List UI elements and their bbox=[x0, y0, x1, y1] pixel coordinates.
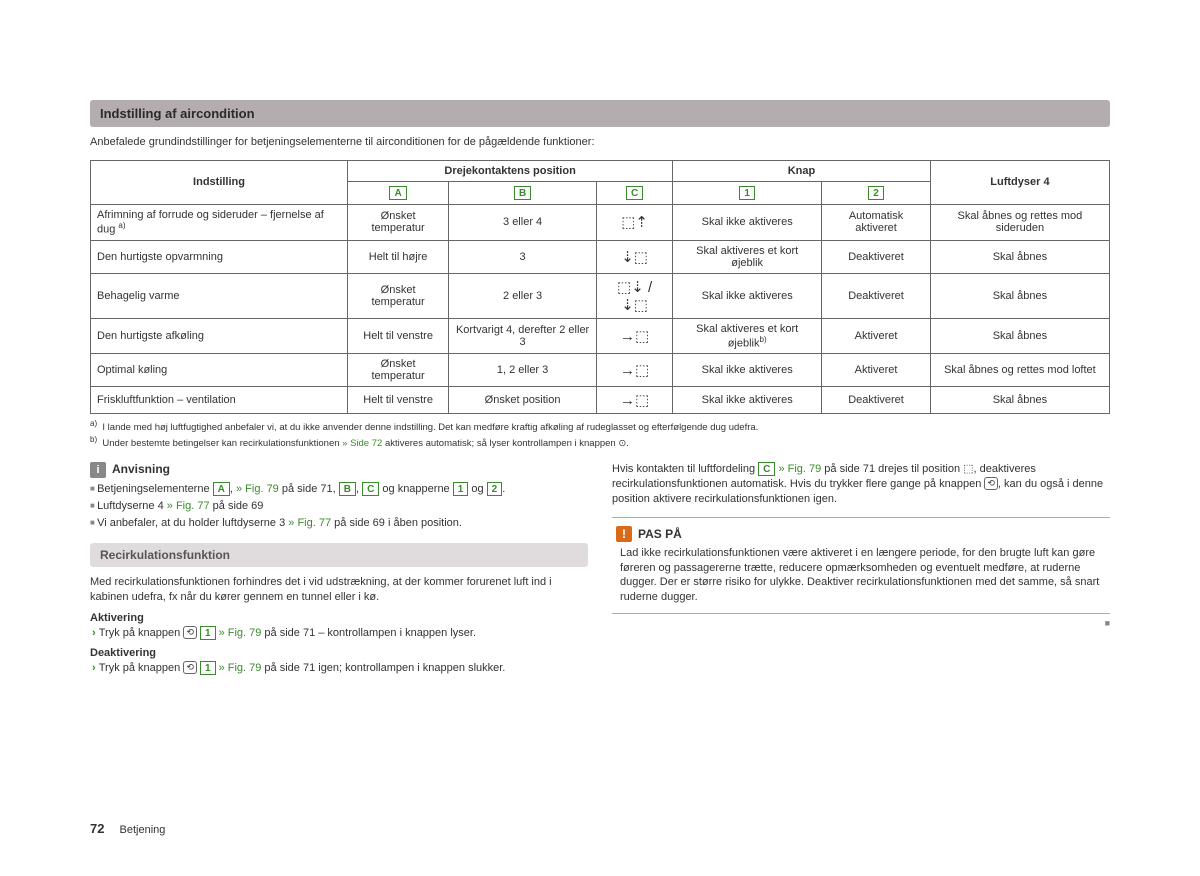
link-fig77-a[interactable]: » Fig. 77 bbox=[167, 500, 210, 512]
ac-settings-table: Indstilling Drejekontaktens position Kna… bbox=[90, 160, 1110, 414]
th-1: 1 bbox=[673, 181, 822, 204]
th-A: A bbox=[348, 181, 449, 204]
link-fig77-b[interactable]: » Fig. 77 bbox=[288, 517, 331, 529]
table-row: Friskluftfunktion – ventilationHelt til … bbox=[91, 387, 1110, 414]
anvisning-title: iAnvisning bbox=[90, 462, 588, 478]
table-row: Optimal kølingØnsket temperatur1, 2 elle… bbox=[91, 354, 1110, 387]
activation-label: Aktivering bbox=[90, 612, 588, 624]
right-column: Hvis kontakten til luftfordeling C » Fig… bbox=[612, 462, 1110, 682]
th-B: B bbox=[449, 181, 597, 204]
link-fig79-c[interactable]: » Fig. 79 bbox=[219, 662, 262, 674]
table-row: Afrimning af forrude og sideruder – fjer… bbox=[91, 204, 1110, 240]
link-side72[interactable]: » Side 72 bbox=[342, 438, 382, 449]
warning-body: Lad ikke recirkulationsfunktionen være a… bbox=[616, 546, 1106, 605]
th-vents: Luftdyser 4 bbox=[930, 160, 1109, 204]
th-dial: Drejekontaktens position bbox=[348, 160, 673, 181]
warning-box: ! PAS PÅ Lad ikke recirkulationsfunktione… bbox=[612, 517, 1110, 614]
deactivation-step: Tryk på knappen ⟲ 1 » Fig. 79 på side 71… bbox=[90, 661, 588, 676]
page-number: 72 bbox=[90, 821, 104, 836]
right-paragraph: Hvis kontakten til luftfordeling C » Fig… bbox=[612, 462, 1110, 507]
th-C: C bbox=[597, 181, 673, 204]
footnotes: a) I lande med høj luftfugtighed anbefal… bbox=[90, 419, 1110, 450]
table-row: Behagelig varmeØnsket temperatur2 eller … bbox=[91, 273, 1110, 318]
th-2: 2 bbox=[822, 181, 931, 204]
th-button: Knap bbox=[673, 160, 931, 181]
chapter-name: Betjening bbox=[120, 824, 166, 836]
recirc-button-icon: ⟲ bbox=[183, 626, 197, 639]
link-fig79-d[interactable]: » Fig. 79 bbox=[778, 463, 821, 475]
page-footer: 72 Betjening bbox=[90, 821, 165, 836]
recirc-button-icon: ⟲ bbox=[984, 477, 998, 490]
th-setting: Indstilling bbox=[91, 160, 348, 204]
activation-step: Tryk på knappen ⟲ 1 » Fig. 79 på side 71… bbox=[90, 626, 588, 641]
table-row: Den hurtigste afkølingHelt til venstreKo… bbox=[91, 318, 1110, 354]
link-fig79-b[interactable]: » Fig. 79 bbox=[219, 627, 262, 639]
end-marker: ■ bbox=[1105, 618, 1110, 628]
warning-title: PAS PÅ bbox=[638, 527, 682, 541]
table-row: Den hurtigste opvarmningHelt til højre3⇣… bbox=[91, 240, 1110, 273]
recirc-intro: Med recirkulationsfunktionen forhindres … bbox=[90, 575, 588, 605]
recirc-button-icon: ⟲ bbox=[183, 661, 197, 674]
deactivation-label: Deaktivering bbox=[90, 647, 588, 659]
recirc-heading: Recirkulationsfunktion bbox=[90, 543, 588, 567]
info-icon: i bbox=[90, 462, 106, 478]
section-heading-ac: Indstilling af aircondition bbox=[90, 100, 1110, 127]
anvisning-list: Betjeningselementerne A, » Fig. 79 på si… bbox=[90, 482, 588, 531]
link-fig79-a[interactable]: » Fig. 79 bbox=[236, 483, 279, 495]
warning-icon: ! bbox=[616, 526, 632, 542]
intro-text: Anbefalede grundindstillinger for betjen… bbox=[90, 135, 1110, 150]
left-column: iAnvisning Betjeningselementerne A, » Fi… bbox=[90, 462, 588, 682]
